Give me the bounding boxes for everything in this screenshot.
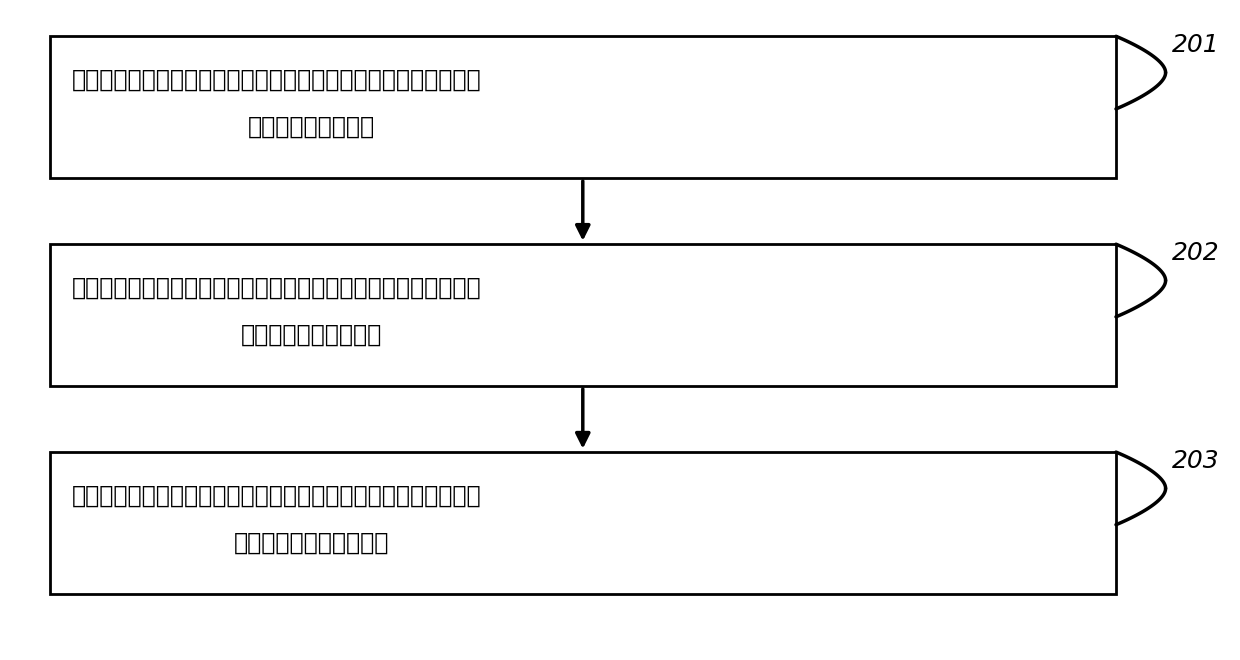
Text: 当接收到指向目的地址的数据流量时，判断本地是否存在针对目的: 当接收到指向目的地址的数据流量时，判断本地是否存在针对目的 (72, 67, 481, 92)
Text: 如果存在，则将记录的指向目的地址的数据流量的接收次数加一，: 如果存在，则将记录的指向目的地址的数据流量的接收次数加一， (72, 275, 481, 300)
Text: 202: 202 (1172, 241, 1219, 265)
Text: 201: 201 (1172, 33, 1219, 57)
Bar (50, 452, 1116, 594)
Text: 地址的网络探测任务: 地址的网络探测任务 (248, 115, 376, 139)
Bar (50, 36, 1116, 178)
Text: 203: 203 (1172, 449, 1219, 473)
Text: 网络探测任务的持续时长: 网络探测任务的持续时长 (234, 531, 389, 555)
Bar (50, 244, 1116, 386)
Text: 否则创建网络探测任务: 否则创建网络探测任务 (242, 323, 382, 347)
Text: 当接收次数大于预设的热地址阈值时，执行网络探测任务，并重置: 当接收次数大于预设的热地址阈值时，执行网络探测任务，并重置 (72, 483, 481, 508)
